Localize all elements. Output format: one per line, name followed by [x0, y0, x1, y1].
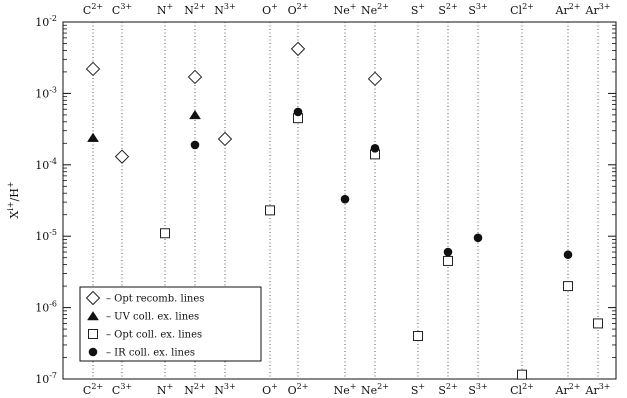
ion-label-bottom: C2+	[83, 382, 103, 397]
legend-marker-filled-circle	[88, 347, 98, 357]
ion-label-top: Ar3+	[585, 2, 611, 17]
ion-label-bottom: Ne+	[334, 382, 357, 397]
y-tick-label: 10-4	[35, 157, 57, 172]
data-point-open-square	[593, 318, 603, 329]
ion-label-top: S+	[411, 2, 425, 17]
ion-label-top: C2+	[83, 2, 103, 17]
ion-label-bottom: Ar2+	[555, 382, 581, 397]
legend-label: – UV coll. ex. lines	[106, 312, 199, 323]
data-point-filled-triangle	[87, 132, 99, 142]
ion-label-bottom: Ne2+	[361, 382, 389, 397]
ion-label-bottom: S+	[411, 382, 425, 397]
legend-marker-open-square	[88, 329, 98, 339]
ion-label-top: S3+	[468, 2, 487, 17]
ion-label-top: Ne+	[334, 2, 357, 17]
ion-label-top: N+	[157, 2, 173, 17]
ion-label-bottom: O+	[262, 382, 278, 397]
y-tick-label: 10-7	[35, 371, 57, 386]
data-point-open-diamond	[187, 69, 203, 85]
ion-label-bottom: N+	[157, 382, 173, 397]
ion-label-top: N3+	[214, 2, 235, 17]
ion-label-bottom: C3+	[112, 382, 132, 397]
data-point-filled-circle	[190, 140, 200, 150]
plot-frame	[62, 21, 617, 380]
data-point-open-square	[413, 331, 423, 342]
legend-label: – Opt coll. ex. lines	[106, 330, 202, 341]
ion-label-bottom: N3+	[214, 382, 235, 397]
data-point-open-diamond	[85, 61, 101, 77]
data-point-open-square	[160, 228, 170, 239]
y-tick-label: 10-5	[35, 228, 57, 243]
ion-label-top: O2+	[288, 2, 309, 17]
ion-label-bottom: S3+	[468, 382, 487, 397]
data-point-filled-circle	[370, 144, 380, 153]
data-point-open-square	[265, 205, 275, 216]
y-tick-label: 10-3	[35, 85, 57, 100]
data-point-open-square	[443, 255, 453, 266]
data-point-filled-triangle	[189, 109, 201, 120]
legend-marker-filled-triangle	[87, 311, 99, 321]
data-point-open-diamond	[290, 41, 306, 57]
data-point-open-diamond	[367, 71, 383, 87]
y-axis: 10-7 10-6 10-5 10-4 10-3 10-2	[35, 14, 616, 386]
legend-box	[79, 286, 262, 362]
data-point-filled-circle	[293, 107, 303, 117]
y-tick-label: 10-6	[35, 300, 57, 315]
ion-label-bottom: Ar3+	[585, 382, 611, 397]
legend-label: – IR coll. ex. lines	[106, 348, 195, 359]
legend: – Opt recomb. lines – UV coll. ex. lines –…	[79, 286, 262, 362]
ion-label-top: C3+	[112, 2, 132, 17]
data-point-open-square	[563, 281, 573, 292]
ion-label-bottom: S2+	[438, 382, 457, 397]
data-point-open-diamond	[217, 131, 233, 147]
y-axis-title: Xi+/H+	[6, 181, 21, 218]
ion-axis: C2+ C2+ C3+ C3+ N+ N+ N2+ N2+ N3+ N3+ O+ O+ O2+ O2+ Ne…	[83, 2, 611, 397]
ion-label-bottom: O2+	[288, 382, 309, 397]
ion-label-bottom: Cl2+	[510, 382, 534, 397]
data-point-filled-circle	[473, 233, 483, 243]
data-point-open-square	[517, 369, 527, 380]
legend-label: – Opt recomb. lines	[106, 294, 204, 305]
legend-marker-open-diamond	[85, 290, 101, 306]
ion-label-top: Cl2+	[510, 2, 534, 17]
ion-label-top: N2+	[184, 2, 205, 17]
ion-label-top: S2+	[438, 2, 457, 17]
ion-label-top: Ar2+	[555, 2, 581, 17]
data-point-filled-circle	[340, 194, 350, 204]
ion-label-top: Ne2+	[361, 2, 389, 17]
ion-label-bottom: N2+	[184, 382, 205, 397]
data-point-filled-circle	[443, 247, 453, 257]
data-points	[85, 41, 603, 380]
ion-label-top: O+	[262, 2, 278, 17]
data-point-filled-circle	[563, 250, 573, 260]
data-point-open-diamond	[114, 149, 130, 164]
y-tick-label: 10-2	[35, 14, 57, 29]
